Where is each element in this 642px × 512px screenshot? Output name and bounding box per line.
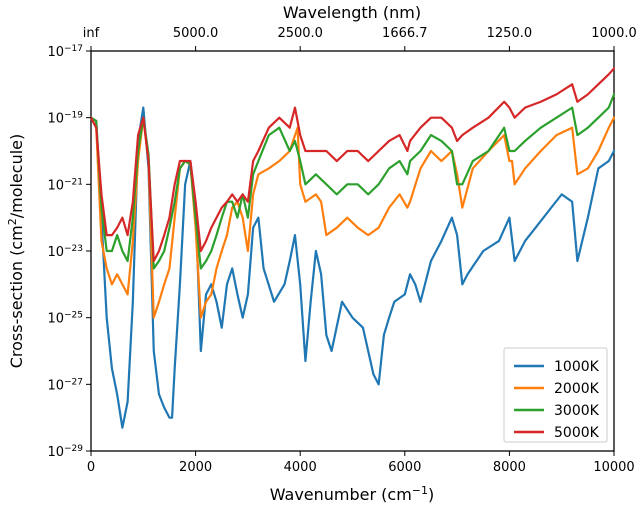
- y-tick-label: 10−25: [47, 311, 83, 327]
- legend-label-2000k: 2000K: [554, 381, 600, 397]
- y-tick-label: 10−19: [47, 111, 83, 127]
- x-tick-label: 0: [87, 460, 95, 475]
- series-line-1000k: [89, 106, 616, 429]
- x2-tick-label: 2500.0: [277, 26, 323, 41]
- y-tick-label: 10−17: [47, 44, 83, 60]
- y-tick-label: 10−29: [47, 444, 83, 460]
- x2-tick-label: 1666.7: [382, 26, 428, 41]
- y-tick-label: 10−27: [47, 377, 83, 393]
- x-tick-label: 10000: [593, 460, 634, 475]
- legend-frame: [503, 347, 608, 443]
- x2-tick-label: 1000.0: [591, 26, 637, 41]
- x-axis-bottom: 0 2000 4000 6000 8000 10000: [87, 451, 635, 475]
- x-tick-label: 4000: [284, 460, 317, 475]
- plot-area: [89, 50, 616, 452]
- legend: 1000K 2000K 3000K 5000K: [503, 347, 608, 443]
- legend-label-1000k: 1000K: [554, 359, 600, 375]
- legend-label-3000k: 3000K: [554, 403, 600, 419]
- y-tick-label: 10−23: [47, 244, 83, 260]
- series-line-5000k: [89, 67, 616, 263]
- legend-label-5000k: 5000K: [554, 425, 600, 441]
- y-tick-label: 10−21: [47, 177, 83, 193]
- x2-tick-label: 1250.0: [487, 26, 533, 41]
- x2-tick-label: 5000.0: [173, 26, 219, 41]
- x2-tick-label: inf: [83, 26, 100, 41]
- x-axis-top: inf 5000.0 2500.0 1666.7 1250.0 1000.0: [83, 26, 637, 51]
- series-line-2000k: [89, 116, 616, 319]
- x-tick-label: 6000: [388, 460, 421, 475]
- y-axis-left: 10−29 10−27 10−25 10−23 10−21 10−19 10−17: [47, 44, 91, 460]
- x2-axis-label: Wavelength (nm): [283, 3, 421, 22]
- series-group: [89, 67, 616, 429]
- y-axis-label: Cross-section (cm2/molecule): [6, 134, 27, 369]
- legend-items: 1000K 2000K 3000K 5000K: [514, 359, 600, 441]
- x-tick-label: 2000: [179, 460, 212, 475]
- x-tick-label: 8000: [493, 460, 526, 475]
- x-axis-label: Wavenumber (cm−1): [270, 484, 435, 505]
